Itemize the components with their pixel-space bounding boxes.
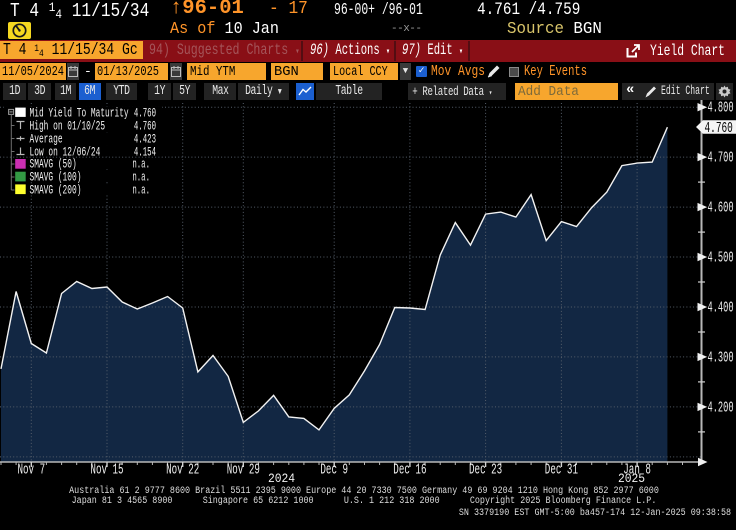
svg-text:4.500: 4.500: [708, 249, 734, 266]
svg-text:n.a.: n.a.: [132, 184, 150, 199]
svg-text:Dec 9: Dec 9: [320, 461, 348, 478]
svg-text:SMAVG (100): SMAVG (100): [30, 171, 82, 185]
svg-text:4.800: 4.800: [708, 99, 734, 116]
svg-text:Nov 22: Nov 22: [166, 461, 199, 478]
svg-text:2024: 2024: [268, 471, 295, 486]
svg-text:Dec 31: Dec 31: [545, 461, 578, 478]
svg-text:Nov 29: Nov 29: [227, 461, 260, 478]
svg-text:4.423: 4.423: [134, 133, 156, 148]
svg-text:4.154: 4.154: [134, 146, 156, 161]
svg-text:High on 01/10/25: High on 01/10/25: [30, 120, 106, 134]
svg-text:4.300: 4.300: [708, 349, 734, 366]
svg-text:2025: 2025: [618, 471, 645, 486]
svg-text:Nov 15: Nov 15: [90, 461, 123, 478]
svg-text:4.200: 4.200: [708, 399, 734, 416]
svg-text:SMAVG (50): SMAVG (50): [30, 158, 77, 172]
svg-text:Nov 7: Nov 7: [17, 461, 45, 478]
svg-text:Average: Average: [30, 133, 63, 147]
svg-text:Low on 12/06/24: Low on 12/06/24: [30, 146, 101, 160]
svg-text:4.760: 4.760: [134, 107, 156, 122]
svg-text:4.760: 4.760: [134, 120, 156, 135]
svg-text:4.400: 4.400: [708, 299, 734, 316]
svg-text:4.760: 4.760: [705, 120, 733, 137]
svg-text:Jan 8: Jan 8: [623, 461, 651, 478]
svg-text:n.a.: n.a.: [132, 171, 150, 186]
svg-text:4.600: 4.600: [708, 199, 734, 216]
svg-text:Mid Yield To Maturity: Mid Yield To Maturity: [30, 107, 129, 121]
svg-text:SMAVG (200): SMAVG (200): [30, 184, 82, 198]
svg-text:4.700: 4.700: [708, 149, 734, 166]
svg-text:n.a.: n.a.: [132, 158, 150, 173]
svg-text:Dec 23: Dec 23: [469, 461, 502, 478]
svg-text:Dec 16: Dec 16: [393, 461, 426, 478]
